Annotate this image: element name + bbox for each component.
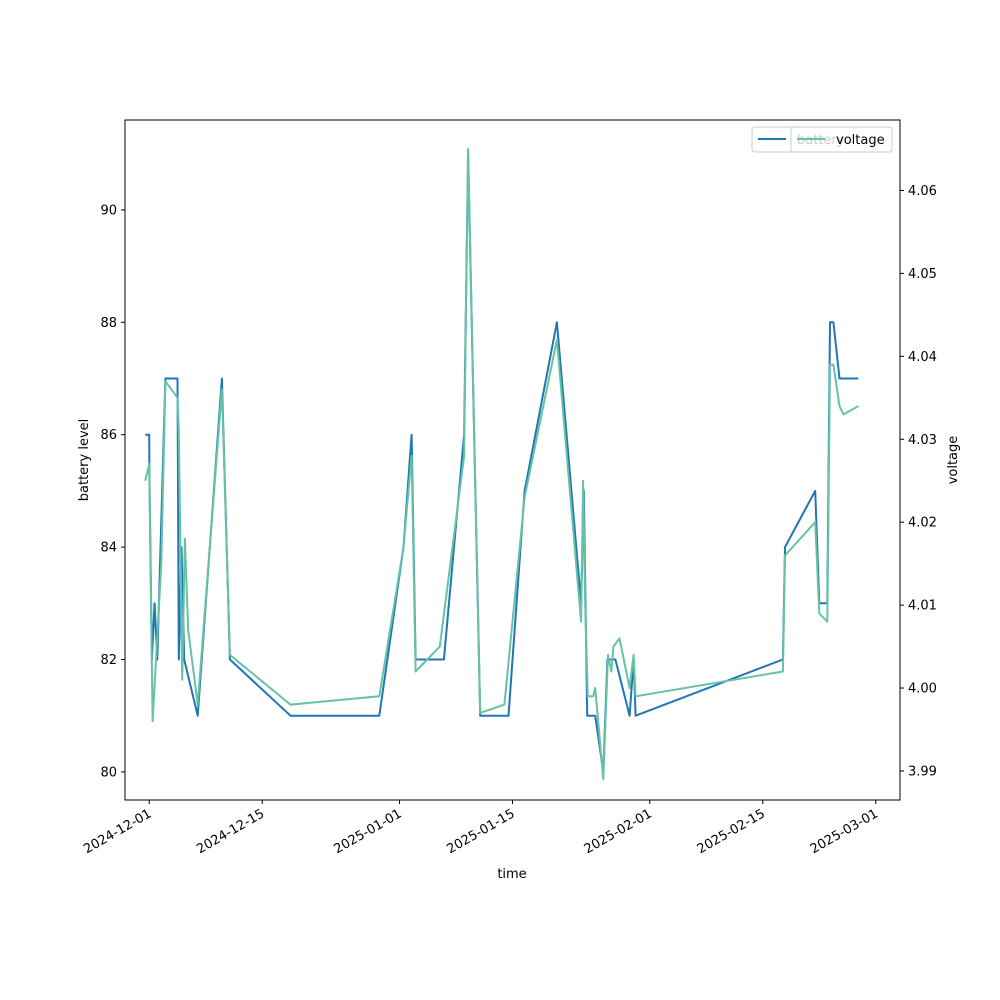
y-right-tick-label: 4.06 [908, 184, 937, 199]
y-left-tick-label: 80 [100, 765, 117, 780]
y-right-tick-label: 4.05 [908, 267, 937, 282]
y-left-tick-label: 90 [100, 203, 117, 218]
series-lines [144, 148, 859, 781]
y-right-tick-label: 3.99 [908, 764, 937, 779]
y-left-tick-label: 88 [100, 316, 117, 331]
legend-right: voltage [790, 126, 893, 153]
y-axis-left-ticks: 80 82 84 86 88 90 [100, 203, 125, 780]
y-left-tick-label: 82 [100, 653, 117, 668]
y-left-tick-label: 86 [100, 428, 117, 443]
y-left-tick-label: 84 [100, 541, 117, 556]
legend-right-box [790, 126, 893, 153]
y-axis-left-title: battery level [77, 419, 92, 502]
x-axis-title: time [497, 867, 526, 882]
y-axis-right-ticks: 3.99 4.00 4.01 4.02 4.03 4.04 4.05 4.06 [900, 184, 937, 779]
y-right-tick-label: 4.01 [908, 599, 937, 614]
y-right-tick-label: 4.02 [908, 516, 937, 531]
legend-voltage-label: voltage [836, 133, 885, 148]
y-right-tick-label: 4.00 [908, 682, 937, 697]
y-axis-right-title: voltage [946, 436, 961, 485]
y-right-tick-label: 4.04 [908, 350, 937, 365]
series-line-voltage [144, 148, 859, 781]
y-right-tick-label: 4.03 [908, 433, 937, 448]
